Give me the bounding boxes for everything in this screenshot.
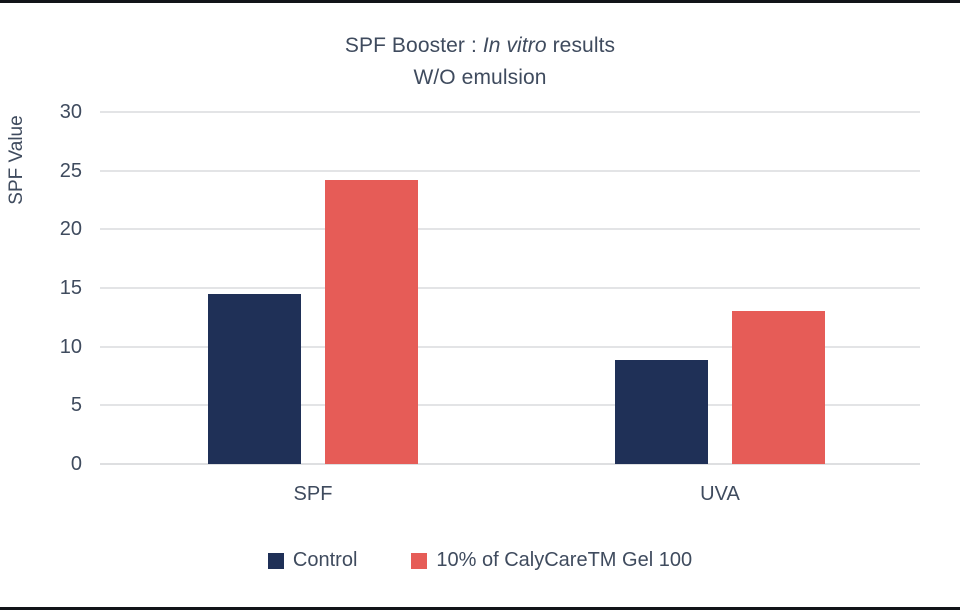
gridline [100,287,920,289]
bar-spf-control[interactable] [208,293,301,464]
legend-swatch-icon [267,552,284,569]
chart-title-prefix: SPF Booster : [344,34,483,57]
y-axis-tick-label: 30 [59,101,82,123]
legend-item-control[interactable]: Control [267,549,358,572]
gridline [100,404,920,407]
bar-uva-control[interactable] [615,359,708,464]
y-axis-tick-labels: 30 25 20 15 10 5 0 [18,102,82,474]
bar-uva-calycare[interactable] [732,311,825,464]
chart-title-suffix: results [546,34,616,57]
y-axis-tick-label: 15 [59,277,82,299]
chart-title: SPF Booster : In vitro results [0,34,960,58]
gridline [100,463,920,465]
gridline [100,169,920,172]
y-axis-tick-label: 10 [59,335,82,358]
top-edge-band [0,0,960,3]
chart-title-italic: In vitro [482,34,547,57]
plot-area [100,111,920,465]
chart-subtitle: W/O emulsion [413,66,547,89]
x-axis-category-label: SPF [293,483,333,505]
chart-legend: Control 10% of CalyCareTM Gel 100 [0,549,960,572]
gridline [100,111,920,113]
y-axis-tick-label: 20 [59,218,82,241]
y-axis-tick-label: 25 [59,159,82,182]
y-axis-tick-label: 5 [70,394,82,417]
bar-spf-calycare[interactable] [325,180,418,464]
legend-label: Control [292,549,358,571]
legend-swatch-icon [411,552,428,569]
legend-item-calycare[interactable]: 10% of CalyCareTM Gel 100 [411,549,692,572]
bottom-edge-band [0,607,960,610]
gridline [100,345,920,348]
legend-label: 10% of CalyCareTM Gel 100 [436,549,693,571]
y-axis-tick-label: 0 [70,453,82,475]
gridline [100,228,920,231]
x-axis-category-label: UVA [700,483,740,505]
